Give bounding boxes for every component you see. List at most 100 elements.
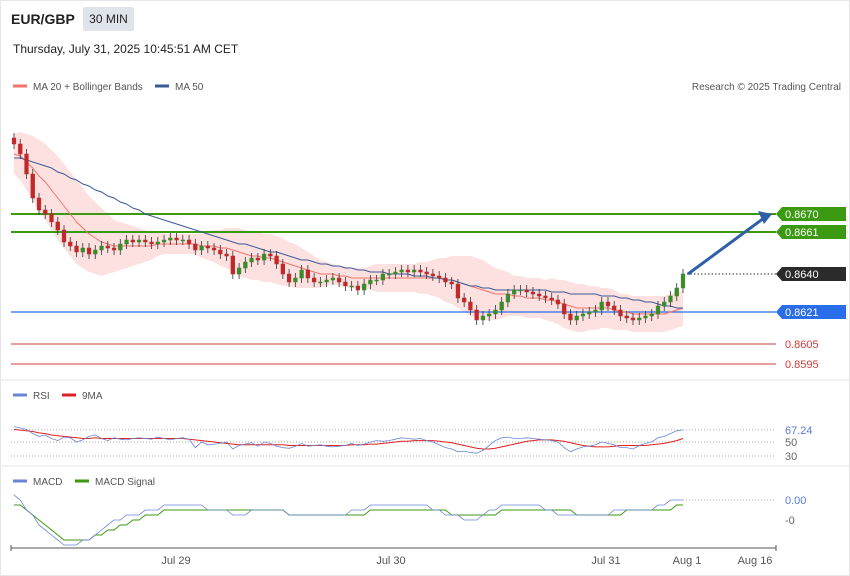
bollinger-band-area [14, 132, 683, 332]
symbol-title: EUR/GBP [11, 11, 75, 27]
candle [618, 309, 623, 317]
candle [362, 283, 367, 291]
candle [280, 263, 285, 275]
candle [61, 229, 67, 243]
candle [218, 249, 223, 255]
candle [168, 237, 173, 241]
candle [549, 297, 554, 301]
rsi-legend: RSI 9MA [13, 391, 103, 402]
candle [86, 247, 92, 255]
ma50-line [14, 157, 683, 309]
candle [380, 273, 386, 281]
rsi-level-label-67.24: 67.24 [785, 425, 813, 437]
candle [368, 279, 373, 285]
ma20-legend-swatch [13, 84, 27, 88]
candle [612, 305, 617, 311]
rsi-ma-legend-swatch [62, 393, 76, 397]
candle [605, 301, 611, 307]
candle [118, 243, 123, 251]
candle [30, 173, 35, 199]
time-tick-jul-30: Jul 30 [376, 555, 405, 567]
timeframe-badge[interactable]: 30 MIN [83, 7, 134, 31]
candle [593, 309, 598, 313]
candle [443, 277, 448, 283]
candle [374, 279, 379, 282]
time-axis: Jul 29 Jul 30 Jul 31 Aug 1 Aug 16 [10, 545, 777, 567]
candle [230, 255, 235, 275]
candle [111, 247, 117, 251]
level-tag-0.8670 [776, 207, 846, 221]
ma20-line [13, 153, 684, 315]
time-tick-jul-29: Jul 29 [161, 555, 190, 567]
candle [11, 137, 17, 145]
candle [412, 269, 417, 273]
candle [424, 271, 429, 275]
candle [643, 315, 648, 319]
candle [480, 315, 486, 321]
candle [293, 277, 298, 283]
macd-legend-swatch [13, 479, 27, 483]
candle [674, 287, 679, 297]
candle [662, 301, 667, 307]
candle [99, 245, 104, 251]
macd-plot: 0.00 -0 [13, 494, 806, 546]
ma20-legend-label: MA 20 + Bollinger Bands [33, 82, 143, 93]
time-tick-aug-1: Aug 1 [673, 555, 702, 567]
candle [93, 249, 98, 255]
candle [393, 271, 398, 275]
candle [543, 295, 548, 299]
time-tick-aug-16: Aug 16 [738, 555, 773, 567]
rsi-level-label-30: 30 [785, 451, 797, 463]
candle [430, 273, 436, 277]
candle [387, 273, 392, 276]
macd-signal-legend-label: MACD Signal [95, 477, 155, 488]
candle [668, 295, 673, 303]
macd-signal-legend-swatch [75, 479, 89, 483]
candle [505, 293, 511, 303]
level-label-0.8661: 0.8661 [785, 227, 819, 239]
candle [193, 243, 198, 251]
candle [311, 277, 317, 283]
forecast-arrowhead [758, 211, 772, 224]
candle [199, 245, 204, 251]
candle [680, 273, 686, 289]
candle [305, 269, 310, 279]
candle [555, 299, 561, 305]
candle [124, 239, 129, 245]
candle [487, 313, 492, 317]
candle [530, 291, 536, 295]
candle [105, 245, 110, 249]
candle [512, 289, 517, 295]
candle [136, 239, 142, 243]
macd-level-label-0.00: 0.00 [785, 495, 806, 507]
candle [205, 245, 210, 249]
candle [599, 301, 604, 311]
candle [468, 301, 473, 311]
macd-signal-line [14, 504, 683, 541]
candle [211, 247, 217, 251]
candle [568, 313, 573, 321]
candle [236, 267, 242, 275]
ma50-legend-swatch [155, 84, 169, 88]
candle [18, 143, 23, 155]
candle [268, 253, 273, 257]
candle [574, 315, 579, 321]
candle [330, 277, 335, 281]
candle [518, 289, 523, 292]
candle [161, 239, 167, 243]
rsi-ma-legend-label: 9MA [82, 391, 103, 402]
rsi-ma-line [13, 428, 684, 450]
level-tag-0.8640 [776, 267, 846, 281]
candle [493, 309, 498, 315]
candle [474, 309, 479, 321]
candle [255, 257, 260, 261]
macd-line [13, 494, 683, 546]
candle [274, 255, 279, 265]
candle [149, 241, 154, 245]
level-tag-0.8621 [776, 305, 846, 319]
candle [174, 237, 179, 241]
candle [655, 305, 661, 315]
level-label-0.8605: 0.8605 [785, 339, 819, 351]
candle [499, 301, 504, 311]
